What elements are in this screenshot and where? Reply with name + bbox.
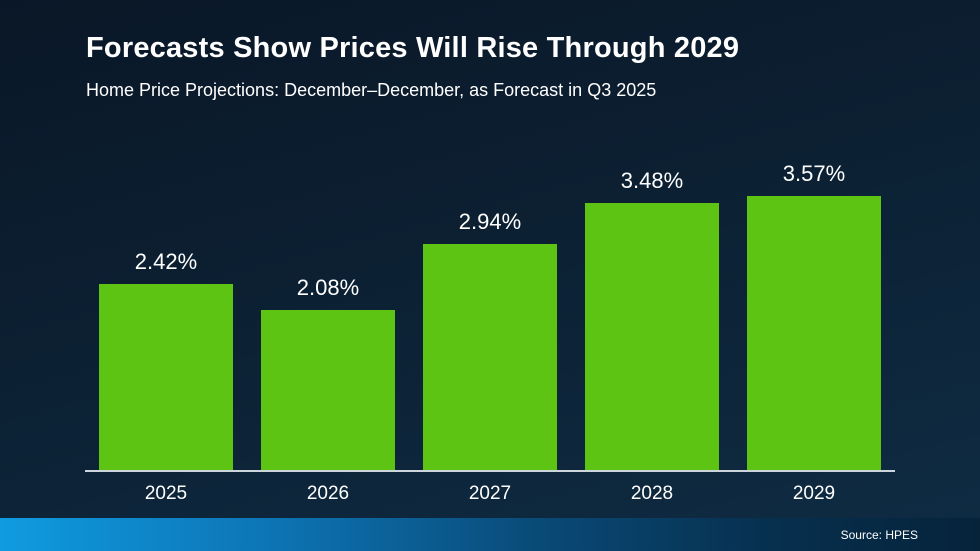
x-axis-label: 2027 xyxy=(468,483,512,504)
x-axis-label: 2029 xyxy=(792,483,836,504)
bar-column: 2.08% xyxy=(261,275,395,470)
chart-subtitle: Home Price Projections: December–Decembe… xyxy=(86,80,657,100)
bar-value-label: 3.48% xyxy=(620,168,684,193)
bar xyxy=(99,284,233,470)
bar-value-label: 2.94% xyxy=(458,209,522,234)
bar-column: 2.42% xyxy=(99,249,233,470)
bar xyxy=(585,203,719,470)
footer-bar: Source: HPES xyxy=(0,518,980,551)
bar xyxy=(747,196,881,470)
chart-title: Forecasts Show Prices Will Rise Through … xyxy=(86,32,740,64)
x-axis-label: 2028 xyxy=(630,483,674,504)
bar-column: 3.57% xyxy=(747,161,881,470)
source-label: Source: HPES xyxy=(840,527,918,542)
bar xyxy=(261,310,395,470)
bar-chart: 2.42% 2.08% 2.94% 3.48% 3.57% 2025 2026 2027 20… xyxy=(85,161,895,505)
bar-value-label: 2.08% xyxy=(296,275,360,300)
bar-value-label: 3.57% xyxy=(782,161,846,186)
bar-column: 3.48% xyxy=(585,168,719,470)
chart-header: Forecasts Show Prices Will Rise Through … xyxy=(0,0,980,101)
x-axis: 2025 2026 2027 2028 2029 xyxy=(85,483,895,505)
x-axis-label: 2026 xyxy=(306,483,350,504)
plot-area: 2.42% 2.08% 2.94% 3.48% 3.57% xyxy=(85,161,895,472)
bar xyxy=(423,244,557,470)
bar-column: 2.94% xyxy=(423,209,557,470)
bar-value-label: 2.42% xyxy=(134,249,198,274)
x-axis-label: 2025 xyxy=(144,483,188,504)
